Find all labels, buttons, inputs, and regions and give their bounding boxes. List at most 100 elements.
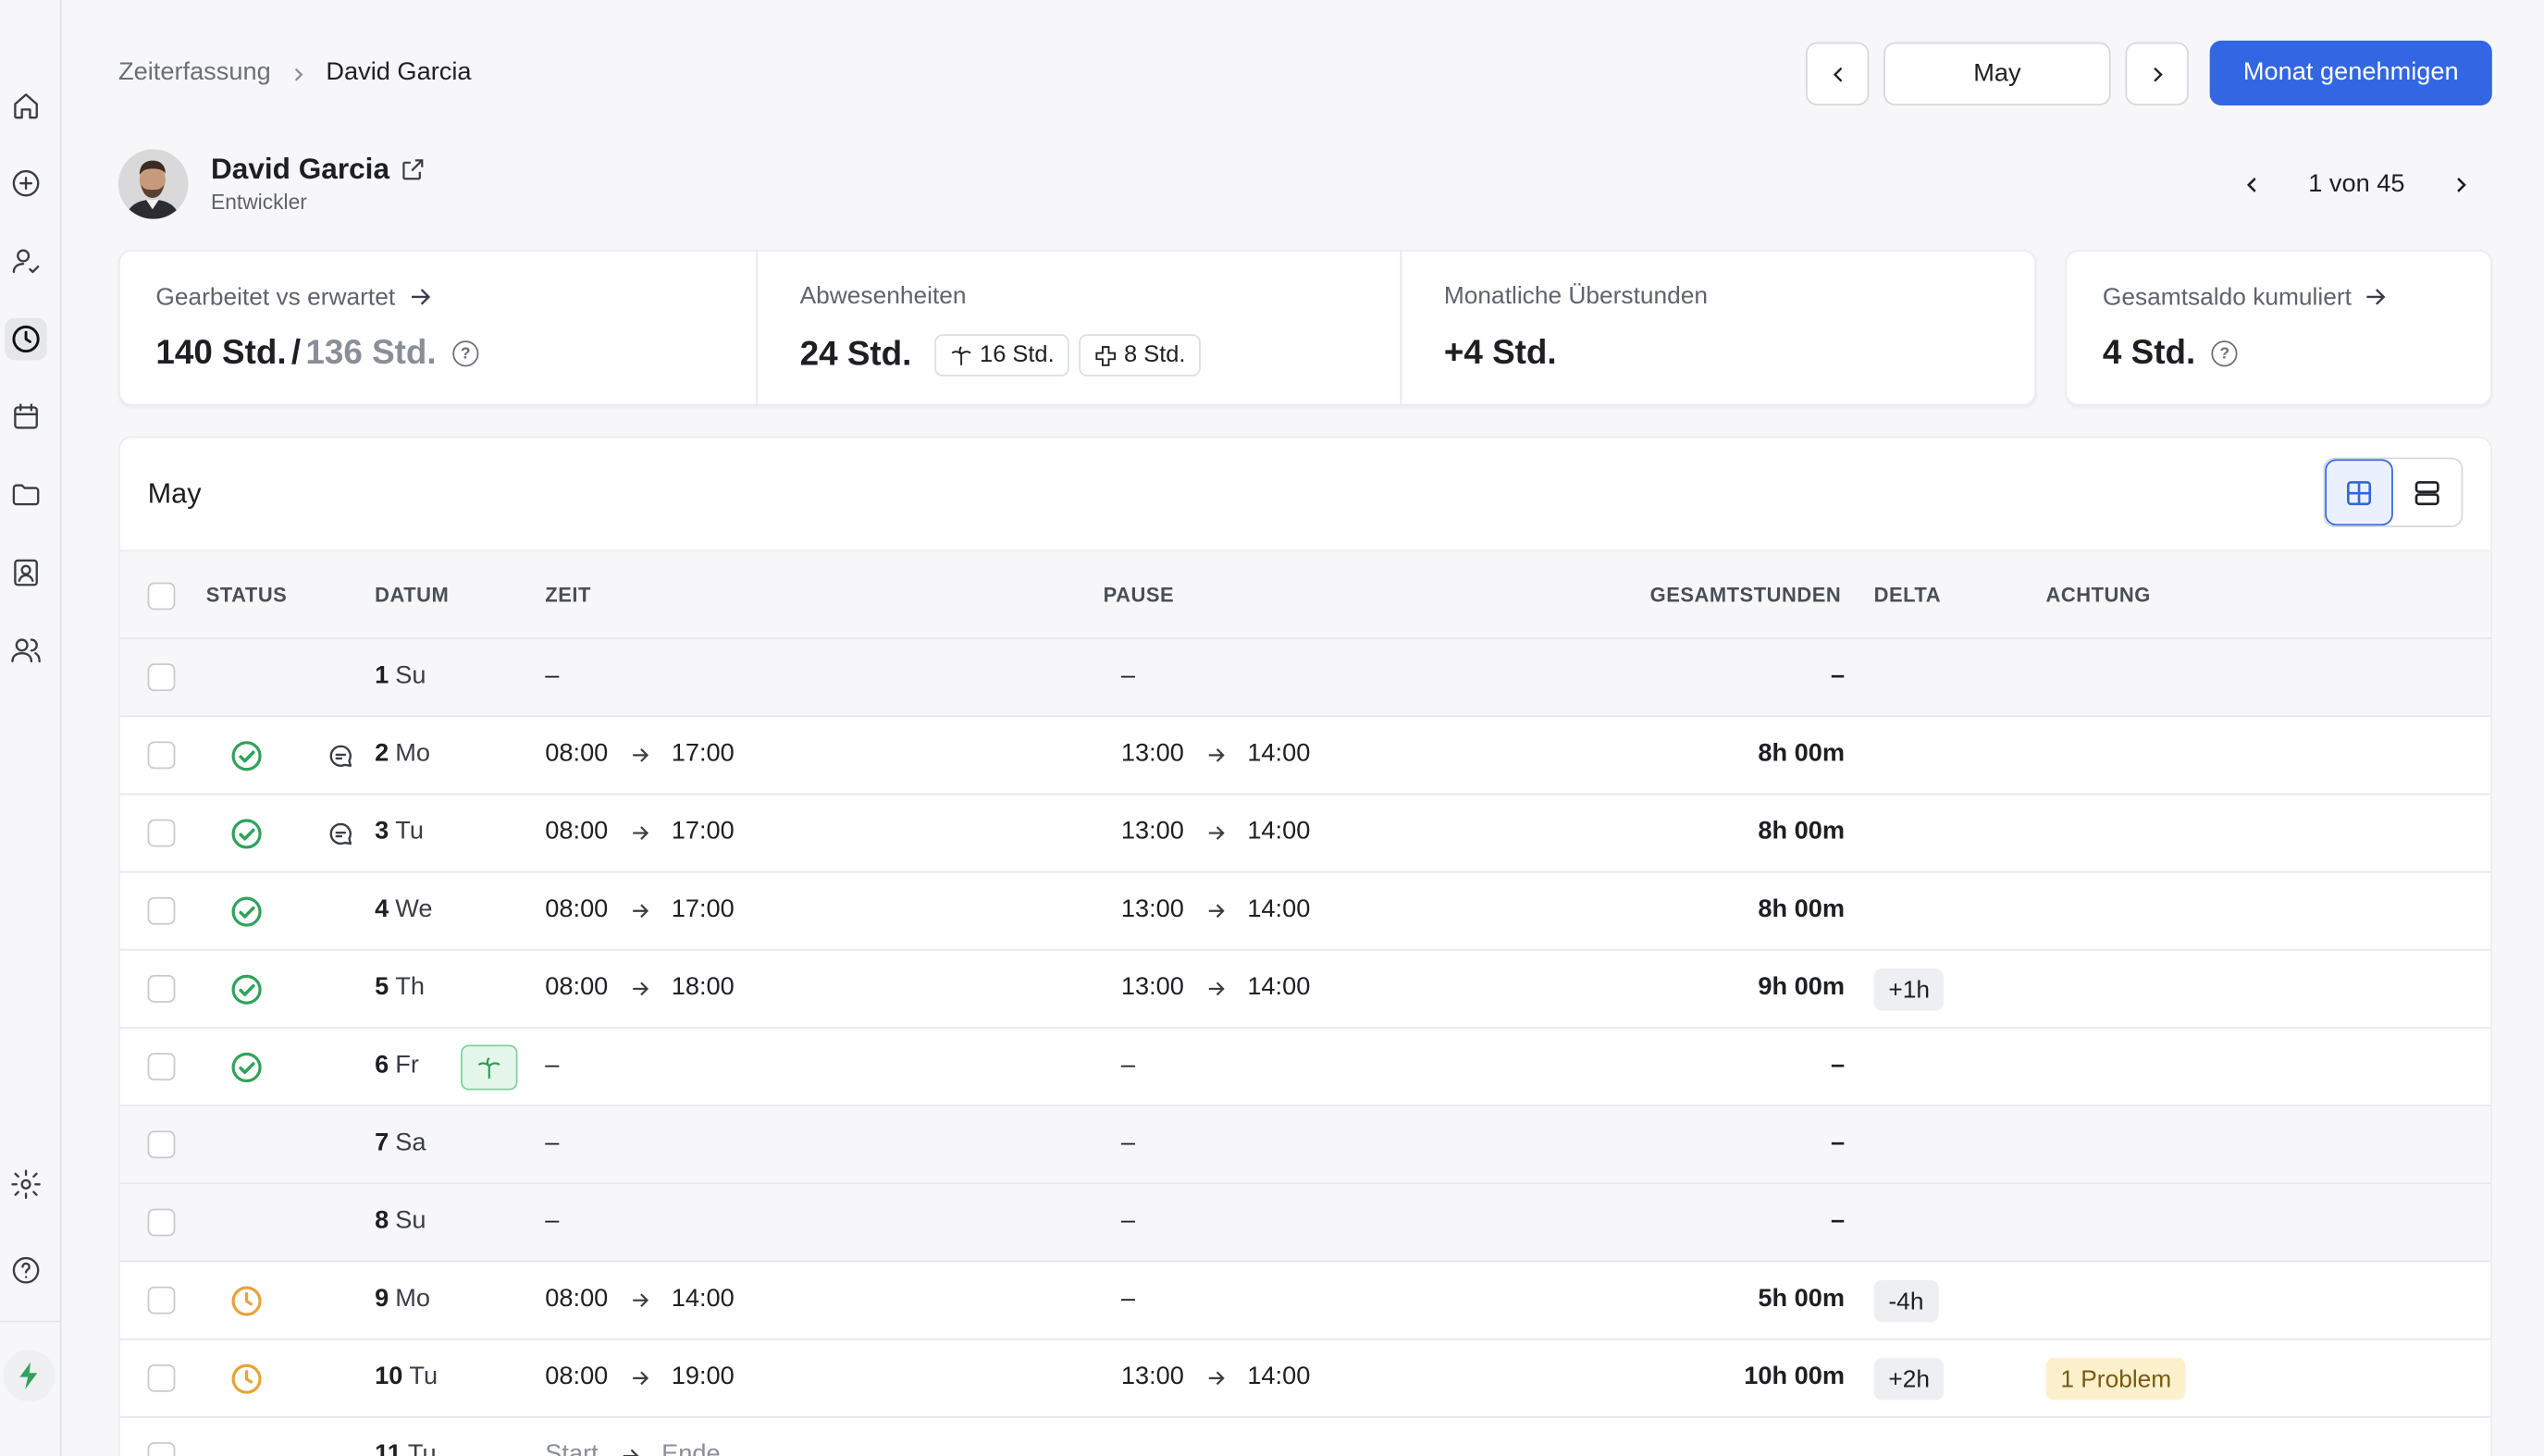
- comment-icon[interactable]: [327, 820, 356, 849]
- row-checkbox[interactable]: [147, 663, 176, 692]
- avatar: [118, 149, 189, 219]
- add-circle-icon[interactable]: [5, 162, 47, 204]
- balance-stat-label[interactable]: Gesamtsaldo kumuliert: [2103, 282, 2390, 312]
- row-break[interactable]: 13:00 14:00: [1121, 818, 1310, 847]
- employee-pager: 1 von 45: [2239, 168, 2474, 201]
- break-start: 13:00: [1120, 817, 1184, 845]
- col-break[interactable]: PAUSE: [1103, 584, 1175, 607]
- help-circle-icon[interactable]: ?: [452, 340, 479, 367]
- calendar-icon[interactable]: [5, 396, 47, 438]
- row-time[interactable]: 08:00 17:00: [545, 818, 734, 847]
- time-end: Ende: [661, 1440, 721, 1456]
- row-checkbox[interactable]: [147, 1053, 176, 1081]
- row-checkbox[interactable]: [147, 1208, 176, 1237]
- row-time[interactable]: 08:00 14:00: [545, 1285, 734, 1314]
- sidebar-divider: [0, 1320, 62, 1323]
- pager-label: 1 von 45: [2308, 170, 2405, 198]
- palm-tree-icon: [951, 345, 971, 364]
- col-total[interactable]: GESAMTSTUNDEN: [1649, 584, 1842, 607]
- row-break-empty[interactable]: –: [1120, 1206, 1136, 1235]
- row-checkbox[interactable]: [147, 896, 176, 925]
- table-row[interactable]: 2 Mo 08:00 17:00 13:00 14:00 8h 00m: [119, 717, 2491, 796]
- table-row[interactable]: 6 Fr – – –: [119, 1029, 2491, 1107]
- col-time[interactable]: ZEIT: [545, 584, 591, 607]
- problem-badge[interactable]: 1 Problem: [2045, 1357, 2187, 1400]
- clock-icon[interactable]: [5, 317, 47, 361]
- row-time[interactable]: 08:00 18:00: [545, 973, 734, 1003]
- arrow-right-icon: [623, 1448, 639, 1456]
- help-circle-icon[interactable]: ?: [2211, 340, 2238, 367]
- vacation-badge[interactable]: [461, 1044, 518, 1091]
- help-icon[interactable]: [5, 1249, 47, 1291]
- table-row[interactable]: 9 Mo 08:00 14:00 – 5h 00m -4h: [119, 1262, 2491, 1340]
- breadcrumb-root[interactable]: Zeiterfassung: [118, 58, 271, 86]
- home-icon[interactable]: [5, 84, 47, 127]
- row-break[interactable]: 13:00 14:00: [1121, 973, 1310, 1003]
- day-name: We: [395, 895, 433, 923]
- users-icon[interactable]: [5, 629, 47, 672]
- col-date[interactable]: DATUM: [375, 584, 450, 607]
- col-delta[interactable]: DELTA: [1873, 584, 1942, 607]
- profile-name-link[interactable]: David Garcia: [211, 153, 426, 187]
- list-view-button[interactable]: [2393, 459, 2462, 525]
- absences-stat-label: Abwesenheiten: [799, 282, 967, 310]
- view-toggle: [2323, 457, 2464, 527]
- row-time-empty[interactable]: –: [545, 1129, 560, 1157]
- next-month-button[interactable]: [2125, 42, 2189, 105]
- select-all-checkbox[interactable]: [147, 582, 176, 611]
- time-start: 08:00: [545, 973, 609, 1002]
- chevron-left-icon: [1833, 66, 1842, 81]
- row-checkbox[interactable]: [147, 1286, 176, 1314]
- row-checkbox[interactable]: [147, 741, 176, 770]
- row-break[interactable]: 13:00 14:00: [1121, 895, 1310, 925]
- row-time[interactable]: 08:00 19:00: [545, 1363, 734, 1392]
- comment-icon[interactable]: [327, 741, 356, 771]
- table-row[interactable]: 8 Su – – –: [119, 1184, 2491, 1263]
- row-time-empty[interactable]: –: [545, 661, 560, 690]
- table-row[interactable]: 10 Tu 08:00 19:00 13:00 14:00 10h 00m +2h 1 Prob…: [119, 1340, 2491, 1418]
- row-break-empty[interactable]: –: [1120, 1129, 1136, 1157]
- row-break[interactable]: 13:00 14:00: [1121, 740, 1310, 770]
- row-checkbox[interactable]: [147, 1363, 176, 1392]
- row-checkbox[interactable]: [147, 975, 176, 1003]
- app-logo-icon[interactable]: [3, 1350, 56, 1402]
- user-check-icon[interactable]: [5, 241, 47, 283]
- row-break-empty[interactable]: –: [1120, 1285, 1136, 1313]
- row-date: 2 Mo: [375, 740, 430, 770]
- row-break[interactable]: 13:00 14:00: [1121, 1363, 1310, 1392]
- col-status[interactable]: STATUS: [205, 584, 288, 607]
- row-date: 1 Su: [375, 662, 426, 692]
- table-row[interactable]: 5 Th 08:00 18:00 13:00 14:00 9h 00m +1h: [119, 951, 2491, 1029]
- month-selector[interactable]: May: [1883, 42, 2111, 105]
- contact-card-icon[interactable]: [5, 551, 47, 594]
- prev-month-button[interactable]: [1805, 42, 1870, 105]
- col-attention[interactable]: ACHTUNG: [2045, 584, 2151, 607]
- grid-view-button[interactable]: [2325, 459, 2393, 526]
- folder-icon[interactable]: [5, 474, 47, 516]
- row-checkbox[interactable]: [147, 1130, 176, 1159]
- table-row[interactable]: 1 Su – – –: [119, 638, 2491, 718]
- row-checkbox[interactable]: [147, 819, 176, 847]
- row-checkbox[interactable]: [147, 1442, 176, 1456]
- table-row[interactable]: 4 We 08:00 17:00 13:00 14:00 8h 00m: [119, 873, 2491, 951]
- row-time-empty[interactable]: –: [545, 1051, 560, 1080]
- table-row[interactable]: 3 Tu 08:00 17:00 13:00 14:00 8h 00m: [119, 795, 2491, 873]
- row-time-empty[interactable]: –: [545, 1206, 560, 1235]
- break-start: 13:00: [1120, 973, 1184, 1002]
- row-time[interactable]: 08:00 17:00: [545, 740, 734, 770]
- row-total: –: [1830, 1206, 1846, 1235]
- table-row[interactable]: 7 Sa – – –: [119, 1106, 2491, 1185]
- row-time[interactable]: Start Ende: [545, 1440, 721, 1456]
- balance-stat-value: 4 Std. ?: [2103, 334, 2238, 373]
- row-time[interactable]: 08:00 17:00: [545, 895, 734, 925]
- approve-month-button[interactable]: Monat genehmigen: [2209, 40, 2492, 105]
- settings-icon[interactable]: [5, 1163, 47, 1205]
- row-break-empty[interactable]: –: [1120, 661, 1136, 690]
- external-link-icon[interactable]: [400, 155, 427, 183]
- next-employee-button[interactable]: [2448, 172, 2474, 198]
- prev-employee-button[interactable]: [2239, 172, 2265, 198]
- worked-stat-label[interactable]: Gearbeitet vs erwartet: [155, 282, 434, 312]
- row-break-empty[interactable]: –: [1120, 1051, 1136, 1080]
- sick-chip: 8 Std.: [1078, 334, 1201, 376]
- table-row[interactable]: 11 Tu Start Ende: [120, 1418, 2490, 1456]
